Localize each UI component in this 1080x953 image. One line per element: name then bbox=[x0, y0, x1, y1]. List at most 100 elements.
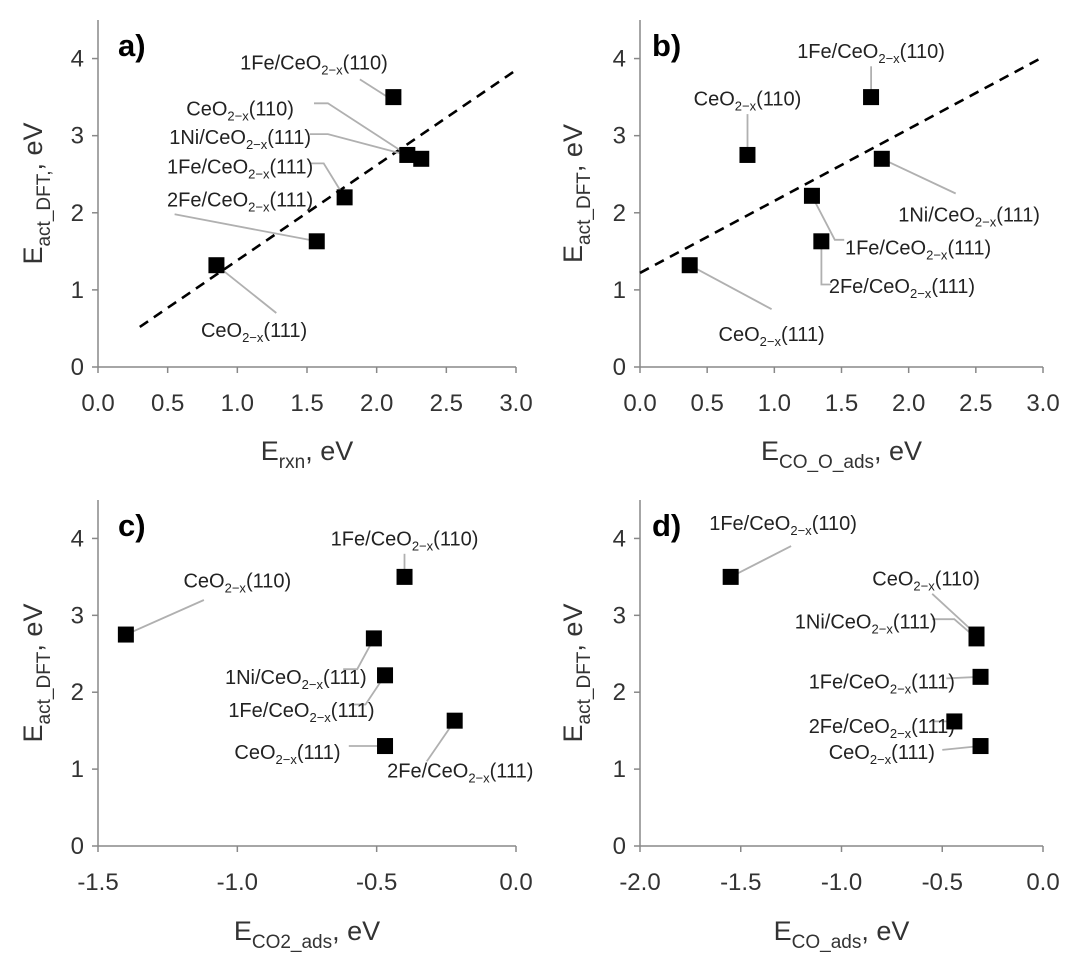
chart-panel-1: 0 1 2 3 4 0.0 0.5 1.0 1.5 2.0 2.5 3.0 1Fe/CeO2−x(110… bbox=[18, 20, 533, 473]
y-tick-label: 0 bbox=[71, 354, 84, 381]
data-point bbox=[803, 187, 820, 204]
y-tick-label: 0 bbox=[613, 833, 626, 860]
leader-line bbox=[881, 157, 957, 195]
point-label: CeO2−x(111) bbox=[829, 742, 935, 767]
data-point bbox=[968, 630, 985, 647]
data-point bbox=[722, 568, 739, 585]
data-point bbox=[365, 630, 382, 647]
point-label: 1Fe/CeO2−x(111) bbox=[167, 157, 313, 182]
x-tick-label: 0.0 bbox=[81, 390, 114, 417]
point-label: 1Fe/CeO2−x(111) bbox=[228, 700, 374, 725]
x-tick-label: -2.0 bbox=[619, 869, 660, 896]
x-tick-label: 1.0 bbox=[758, 390, 791, 417]
x-tick-label: -0.5 bbox=[922, 869, 963, 896]
y-tick-label: 1 bbox=[613, 756, 626, 783]
leader-line bbox=[309, 133, 422, 160]
point-label: 2Fe/CeO2−x(111) bbox=[387, 761, 533, 786]
y-tick-label: 4 bbox=[71, 525, 84, 552]
x-tick-label: 3.0 bbox=[499, 390, 532, 417]
point-label: 1Fe/CeO2−x(111) bbox=[845, 237, 991, 262]
data-point bbox=[863, 89, 880, 106]
data-point bbox=[813, 233, 830, 250]
leader-line bbox=[174, 213, 317, 243]
leader-line bbox=[820, 241, 831, 286]
point-label: 1Ni/CeO2−x(111) bbox=[898, 204, 1040, 229]
point-label: CeO2−x(111) bbox=[201, 320, 307, 345]
data-point bbox=[336, 189, 353, 206]
point-label: 1Ni/CeO2−x(111) bbox=[169, 127, 311, 152]
data-point bbox=[972, 668, 989, 685]
panel-label: c) bbox=[118, 508, 146, 543]
x-axis-title: Erxn, eV bbox=[261, 436, 353, 473]
data-point bbox=[208, 257, 225, 274]
data-point bbox=[399, 146, 416, 163]
leader-line bbox=[215, 264, 277, 314]
y-axis-title: Eact_DFT, eV bbox=[18, 604, 55, 743]
x-axis-title: ECO_O_ads, eV bbox=[761, 436, 922, 473]
point-label: 1Fe/CeO2−x(110) bbox=[797, 41, 945, 66]
leader-line bbox=[811, 195, 845, 241]
x-tick-label: -1.0 bbox=[217, 869, 258, 896]
panel-label: b) bbox=[652, 28, 681, 63]
data-point bbox=[873, 150, 890, 167]
point-label: 2Fe/CeO2−x(111) bbox=[829, 276, 975, 301]
leader-line bbox=[314, 102, 408, 156]
data-point bbox=[946, 713, 963, 730]
x-tick-label: 2.0 bbox=[360, 390, 393, 417]
x-axis-title: ECO_ads, eV bbox=[774, 916, 910, 953]
data-point bbox=[117, 626, 134, 643]
x-tick-label: 0.5 bbox=[151, 390, 184, 417]
point-label: 1Ni/CeO2−x(111) bbox=[795, 611, 937, 636]
data-point bbox=[385, 89, 402, 106]
y-tick-label: 1 bbox=[71, 277, 84, 304]
data-point bbox=[681, 257, 698, 274]
y-tick-label: 3 bbox=[71, 602, 84, 629]
y-axis-title: Eact_DFT,, eV bbox=[18, 122, 55, 264]
data-point bbox=[377, 667, 394, 684]
point-label: 2Fe/CeO2−x(111) bbox=[167, 190, 313, 215]
x-tick-label: 0.0 bbox=[499, 869, 532, 896]
panel-label: a) bbox=[118, 28, 146, 63]
point-label: 1Fe/CeO2−x(110) bbox=[240, 52, 388, 77]
point-label: 1Ni/CeO2−x(111) bbox=[225, 667, 367, 692]
point-label: CeO2−x(111) bbox=[719, 324, 825, 349]
point-label: 1Fe/CeO2−x(111) bbox=[809, 671, 955, 696]
y-tick-label: 2 bbox=[71, 200, 84, 227]
y-tick-label: 1 bbox=[613, 277, 626, 304]
x-tick-label: -0.5 bbox=[356, 869, 397, 896]
leader-line bbox=[730, 545, 792, 578]
data-point bbox=[377, 738, 394, 755]
chart-panel-2: 0 1 2 3 4 0.0 0.5 1.0 1.5 2.0 2.5 3.0 1Fe/CeO2−x(110… bbox=[558, 20, 1060, 473]
y-tick-label: 4 bbox=[613, 46, 626, 73]
data-point bbox=[972, 738, 989, 755]
x-tick-label: 0.0 bbox=[623, 390, 656, 417]
x-tick-label: 1.5 bbox=[290, 390, 323, 417]
trendline bbox=[139, 69, 517, 328]
y-tick-label: 1 bbox=[71, 756, 84, 783]
x-tick-label: -1.0 bbox=[821, 869, 862, 896]
x-tick-label: 2.5 bbox=[430, 390, 463, 417]
chart-panel-3: 0 1 2 3 4 -1.5 -1.0 -0.5 0.0 1Fe/CeO2−x(110) CeO2−… bbox=[18, 500, 533, 953]
y-tick-label: 2 bbox=[613, 679, 626, 706]
y-tick-label: 4 bbox=[613, 525, 626, 552]
y-tick-label: 2 bbox=[71, 679, 84, 706]
x-tick-label: 1.0 bbox=[221, 390, 254, 417]
y-axis-title: Eact_DFT, eV bbox=[558, 124, 595, 263]
data-point bbox=[413, 150, 430, 167]
x-tick-label: 0.5 bbox=[690, 390, 723, 417]
y-tick-label: 0 bbox=[613, 354, 626, 381]
data-point bbox=[446, 712, 463, 729]
y-tick-label: 2 bbox=[613, 200, 626, 227]
point-label: CeO2−x(110) bbox=[186, 99, 294, 124]
y-tick-label: 4 bbox=[71, 46, 84, 73]
x-tick-label: 1.5 bbox=[825, 390, 858, 417]
leader-line bbox=[348, 674, 386, 706]
point-label: CeO2−x(111) bbox=[234, 742, 340, 767]
x-tick-label: 0.0 bbox=[1026, 869, 1059, 896]
y-tick-label: 3 bbox=[71, 123, 84, 150]
x-tick-label: 3.0 bbox=[1026, 390, 1059, 417]
leader-line bbox=[359, 78, 389, 98]
leader-line bbox=[343, 637, 375, 671]
leader-line bbox=[309, 162, 346, 198]
